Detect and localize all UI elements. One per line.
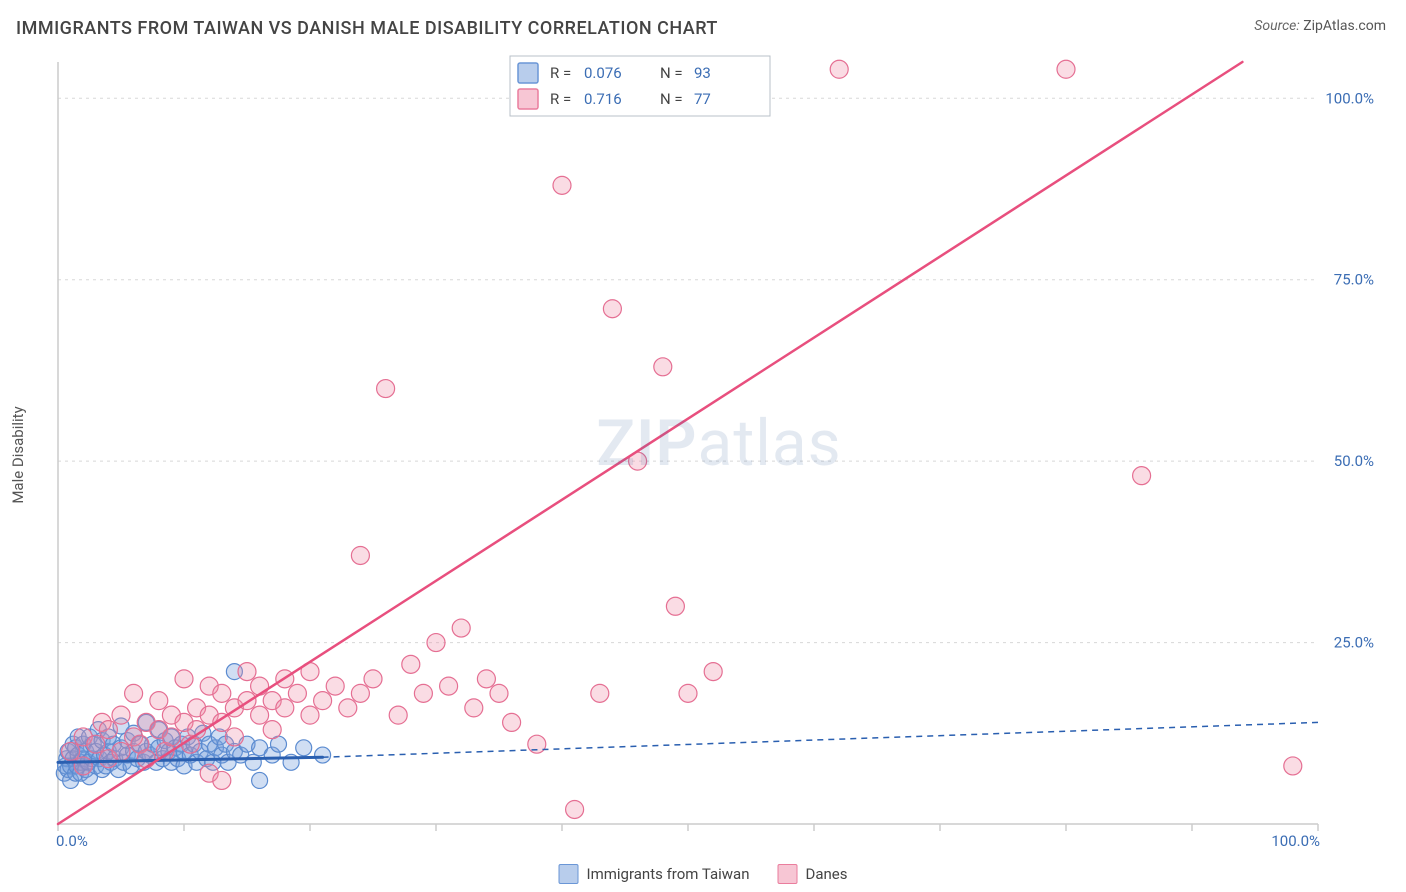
svg-text:0.076: 0.076 — [584, 64, 622, 82]
svg-text:93: 93 — [694, 64, 711, 82]
svg-text:100.0%: 100.0% — [1325, 89, 1374, 107]
chart-area: 25.0% 50.0% 75.0% 100.0% 0.0% 100.0% R = 0.076 N… — [50, 50, 1388, 852]
legend-item-series-0: Immigrants from Taiwan — [559, 864, 750, 884]
chart-title: IMMIGRANTS FROM TAIWAN VS DANISH MALE DI… — [16, 18, 718, 39]
svg-text:0.0%: 0.0% — [56, 832, 88, 850]
legend-swatch-0 — [559, 864, 579, 884]
svg-text:R =: R = — [550, 90, 571, 108]
svg-text:N =: N = — [660, 64, 683, 82]
legend-label-0: Immigrants from Taiwan — [587, 865, 750, 883]
svg-text:25.0%: 25.0% — [1334, 634, 1374, 652]
svg-text:R =: R = — [550, 64, 571, 82]
legend-item-series-1: Danes — [778, 864, 848, 884]
svg-text:100.0%: 100.0% — [1271, 832, 1320, 850]
scatter-chart-svg: 25.0% 50.0% 75.0% 100.0% 0.0% 100.0% R = 0.076 N… — [50, 50, 1388, 852]
source-attribution: Source: ZipAtlas.com — [1254, 18, 1386, 34]
svg-text:75.0%: 75.0% — [1334, 271, 1374, 289]
legend-swatch-1 — [778, 864, 798, 884]
svg-text:0.716: 0.716 — [584, 90, 622, 108]
y-axis-label: Male Disability — [9, 406, 27, 503]
source-value: ZipAtlas.com — [1303, 18, 1386, 34]
svg-text:50.0%: 50.0% — [1334, 452, 1374, 470]
bottom-legend: Immigrants from Taiwan Danes — [559, 864, 848, 884]
source-label: Source: — [1254, 18, 1299, 34]
svg-text:77: 77 — [694, 90, 711, 108]
svg-text:N =: N = — [660, 90, 683, 108]
legend-label-1: Danes — [806, 865, 848, 883]
